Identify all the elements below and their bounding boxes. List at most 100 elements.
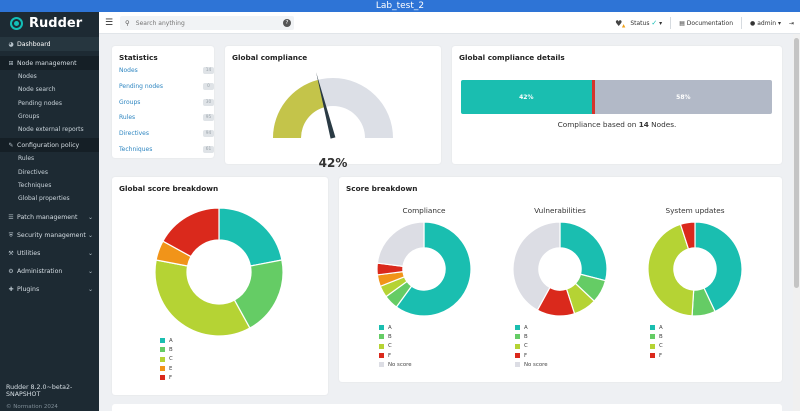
health-heart-icon[interactable]: ♥ ▲ xyxy=(615,18,626,29)
legend-item-a[interactable]: A xyxy=(515,323,548,332)
stat-count-badge: 94 xyxy=(203,129,214,137)
legend-item-c[interactable]: C xyxy=(379,342,412,351)
legend-item-f[interactable]: F xyxy=(160,373,173,382)
sidebar-subitem-techniques[interactable]: Techniques xyxy=(18,182,52,190)
sidebar-subitem-node-search[interactable]: Node search xyxy=(18,86,56,94)
legend-item-no-score[interactable]: No score xyxy=(379,360,412,369)
legend-item-c[interactable]: C xyxy=(650,342,663,351)
chevron-down-icon: ⌄ xyxy=(87,286,93,294)
legend-swatch xyxy=(650,334,655,340)
search-input[interactable] xyxy=(135,19,266,27)
sidebar-subitem-rules[interactable]: Rules xyxy=(18,155,35,163)
donut-slice-f[interactable] xyxy=(162,207,220,258)
pencil-icon: ✎ xyxy=(8,141,14,149)
status-label: Status xyxy=(630,20,650,27)
legend-item-b[interactable]: B xyxy=(515,332,548,341)
sidebar-item-node-management[interactable]: ⊞ Node management xyxy=(0,56,99,70)
chevron-down-icon: ⌄ xyxy=(87,214,93,222)
sidebar-subitem-pending-nodes[interactable]: Pending nodes xyxy=(18,99,62,107)
sidebar-item-configuration-policy[interactable]: ✎ Configuration policy xyxy=(0,138,99,153)
legend-item-f[interactable]: F xyxy=(515,351,548,360)
legend-item-a[interactable]: A xyxy=(379,323,412,332)
page-scrollbar[interactable] xyxy=(793,34,800,411)
legend-item-a[interactable]: A xyxy=(160,336,173,345)
sidebar-item-utilities[interactable]: ⚒ Utilities ⌄ xyxy=(0,245,99,263)
sidebar-subitem-nodes[interactable]: Nodes xyxy=(18,73,37,80)
sidebar-item-label: Administration xyxy=(17,268,63,276)
donut-slice-a[interactable] xyxy=(694,221,743,313)
donut-slice-no-score[interactable] xyxy=(376,221,425,268)
legend-item-a[interactable]: A xyxy=(650,323,663,332)
legend-item-b[interactable]: B xyxy=(650,332,663,341)
donut-slice-a[interactable] xyxy=(218,207,283,267)
donut-slice-a[interactable] xyxy=(559,221,608,282)
legend-item-b[interactable]: B xyxy=(160,345,173,354)
legend-label: C xyxy=(388,343,392,350)
donut-slice-a[interactable] xyxy=(395,221,472,317)
compliance-details-card: Global compliance details 42% 58% Complia… xyxy=(452,46,782,164)
logout-icon[interactable]: ⇥ xyxy=(788,19,794,27)
documentation-link[interactable]: ▤ Documentation xyxy=(679,20,733,27)
donut-slice-f[interactable] xyxy=(679,221,696,250)
legend-item-c[interactable]: C xyxy=(515,342,548,351)
status-menu[interactable]: Status ✓ ▾ xyxy=(630,19,662,27)
statistics-card: Statistics Nodes 14 Pending nodes 0 Grou… xyxy=(112,46,214,158)
sidebar-item-patch-management[interactable]: ☰ Patch management ⌄ xyxy=(0,209,99,227)
user-menu[interactable]: ● admin ▾ xyxy=(750,20,781,27)
stat-link[interactable]: Rules xyxy=(119,113,136,121)
legend-swatch xyxy=(379,343,384,349)
legend-swatch xyxy=(379,353,384,359)
stat-link[interactable]: Techniques xyxy=(119,145,153,153)
compliance-bar-segment-2[interactable]: 58% xyxy=(594,80,772,114)
sidebar-item-label: Patch management xyxy=(17,214,78,222)
sidebar-item-security-management[interactable]: ⛨ Security management ⌄ xyxy=(0,227,99,245)
legend-item-e[interactable]: E xyxy=(160,364,173,373)
gauge-needle xyxy=(316,72,336,139)
window-title: Lab_test_2 xyxy=(375,1,425,11)
sidebar-item-plugins[interactable]: ✚ Plugins ⌄ xyxy=(0,281,99,299)
shield-icon: ⛨ xyxy=(8,231,14,239)
sidebar-item-dashboard[interactable]: ◕ Dashboard xyxy=(0,37,99,51)
legend-swatch xyxy=(515,343,520,349)
stat-link[interactable]: Groups xyxy=(119,98,141,106)
sidebar-subitem-directives[interactable]: Directives xyxy=(18,168,48,176)
legend-label: A xyxy=(659,324,663,331)
stat-link[interactable]: Nodes xyxy=(119,66,138,74)
gear-icon: ⚙ xyxy=(8,268,14,276)
legend-swatch xyxy=(379,325,384,331)
sidebar-subitem-node-external-reports[interactable]: Node external reports xyxy=(18,126,84,134)
wrench-icon: ⚒ xyxy=(8,250,14,258)
legend-item-no-score[interactable]: No score xyxy=(515,360,548,369)
donut-slice-c[interactable] xyxy=(647,223,695,317)
stat-row-nodes: Nodes 14 xyxy=(119,64,214,76)
legend-item-c[interactable]: C xyxy=(160,355,173,364)
rudder-logo-icon xyxy=(10,16,23,30)
help-icon[interactable]: ? xyxy=(283,19,291,27)
sidebar-subitem-groups[interactable]: Groups xyxy=(18,112,40,120)
legend-item-f[interactable]: F xyxy=(379,351,412,360)
legend-item-b[interactable]: B xyxy=(379,332,412,341)
sidebar-subitem-global-properties[interactable]: Global properties xyxy=(18,195,70,203)
legend-label: B xyxy=(388,333,392,340)
stat-link[interactable]: Directives xyxy=(119,129,149,137)
donut-slice-c[interactable] xyxy=(154,259,251,337)
stat-link[interactable]: Pending nodes xyxy=(119,82,163,90)
compliance-bar-segment-0[interactable]: 42% xyxy=(461,80,592,114)
logo[interactable]: Rudder xyxy=(0,12,99,34)
compliance-bar[interactable]: 42% 58% xyxy=(461,80,772,114)
compliance-score-donut xyxy=(376,221,472,317)
legend-swatch xyxy=(515,353,520,359)
legend-swatch xyxy=(160,366,165,372)
next-card xyxy=(112,404,782,411)
stat-count-badge: 95 xyxy=(203,113,214,121)
menu-toggle-icon[interactable]: ☰ xyxy=(105,18,114,28)
legend-label: B xyxy=(169,346,173,353)
donut-slice-no-score[interactable] xyxy=(512,221,561,312)
sidebar-item-administration[interactable]: ⚙ Administration ⌄ xyxy=(0,263,99,281)
legend-swatch xyxy=(160,338,165,344)
compliance-bar-segment-1[interactable] xyxy=(591,80,595,114)
sidebar-item-label: Utilities xyxy=(17,250,41,258)
legend-item-f[interactable]: F xyxy=(650,351,663,360)
scrollbar-thumb[interactable] xyxy=(794,38,799,288)
